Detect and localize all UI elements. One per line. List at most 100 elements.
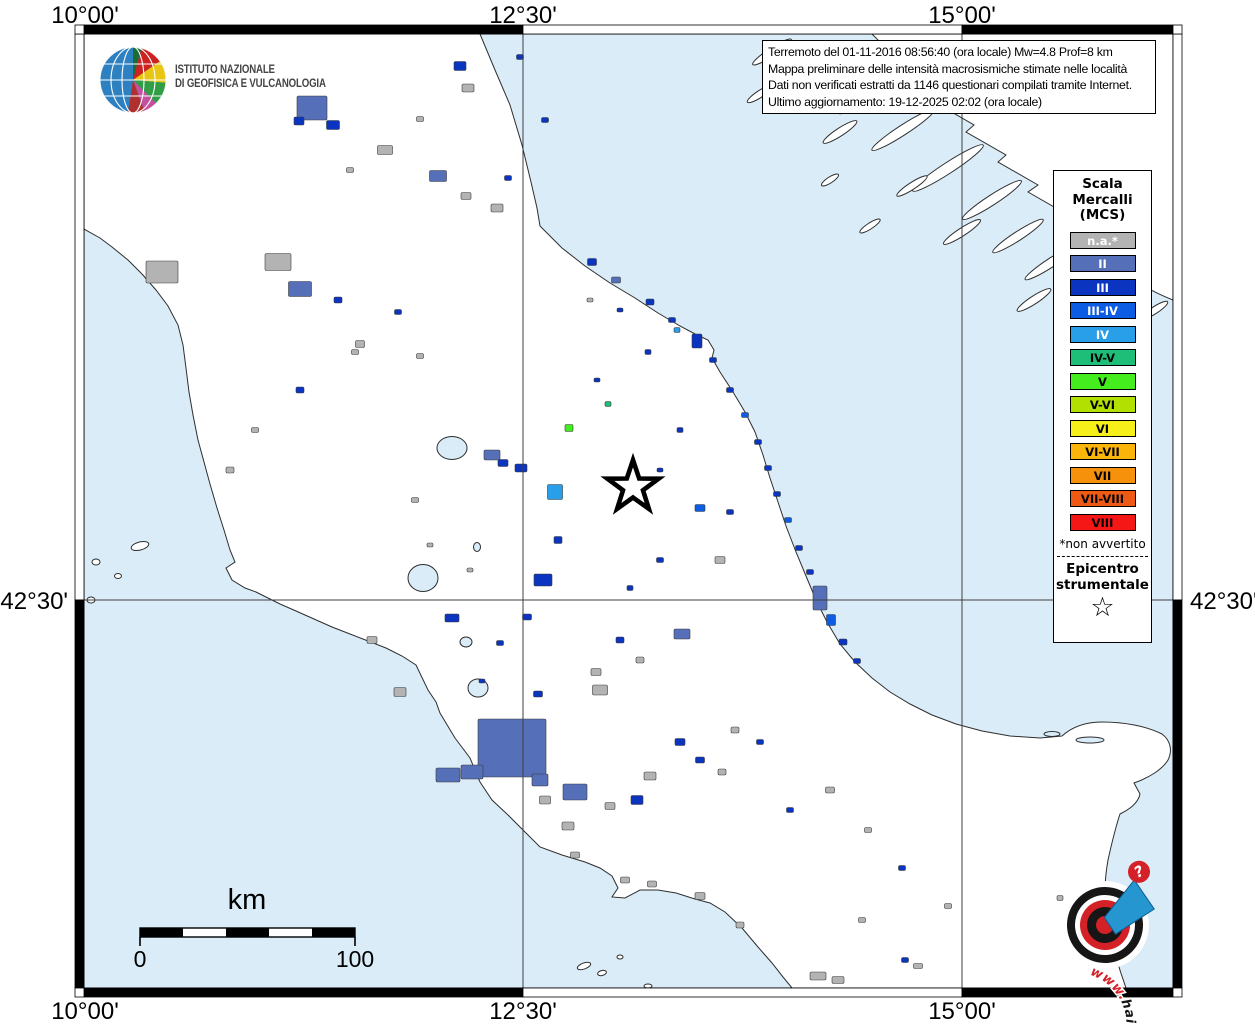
intensity-marker-na	[145, 260, 179, 284]
island	[91, 558, 101, 566]
intensity-marker-III	[553, 536, 563, 544]
legend-title-3: (MCS)	[1079, 207, 1126, 223]
island	[992, 218, 1044, 254]
island	[130, 540, 150, 552]
intensity-marker-na	[426, 542, 434, 548]
intensity-marker-III	[773, 491, 781, 497]
island	[822, 120, 858, 144]
intensity-marker-III-IV	[784, 517, 792, 523]
axis-label-bottom-15: 15°00'	[928, 998, 996, 1024]
intensity-marker-III	[496, 640, 504, 646]
intensity-marker-na	[735, 921, 745, 929]
intensity-marker-II	[531, 773, 549, 787]
intensity-marker-na	[366, 636, 378, 644]
legend-item-VII-VIII: VII-VIII	[1069, 490, 1136, 507]
info-line-map: Mappa preliminare delle intensità macros…	[768, 61, 1128, 76]
ingv-line2: DI GEOFISICA E VULCANOLOGIA	[175, 78, 326, 90]
legend-star-icon: ☆	[1090, 592, 1115, 623]
intensity-marker-III	[295, 386, 305, 394]
intensity-marker-na	[586, 297, 594, 303]
island	[576, 961, 592, 971]
intensity-marker-na	[561, 821, 575, 831]
intensity-marker-na	[539, 795, 551, 805]
legend-item-VIII: VIII	[1069, 513, 1136, 531]
intensity-marker-III	[616, 307, 624, 313]
intensity-marker-na	[590, 668, 602, 676]
island	[114, 573, 122, 579]
intensity-marker-III	[516, 54, 524, 60]
intensity-marker-III	[806, 569, 814, 575]
map-interior	[84, 34, 1173, 988]
scalebar-end: 100	[335, 946, 375, 972]
intensity-marker-III	[726, 387, 734, 393]
intensity-marker-II	[611, 276, 621, 284]
intensity-marker-V	[564, 424, 574, 432]
legend-epicenter-label-2: strumentale	[1056, 577, 1149, 593]
island	[820, 173, 840, 187]
intensity-marker-na	[251, 427, 259, 433]
legend-item-IV-V: IV-V	[1069, 349, 1136, 366]
intensity-marker-na	[466, 567, 474, 573]
lakes	[407, 436, 1105, 744]
island	[616, 954, 624, 960]
intensity-marker-III	[293, 116, 305, 126]
intensity-marker-na	[416, 353, 424, 359]
ingv-wordmark: ISTITUTO NAZIONALE DI GEOFISICA E VULCAN…	[175, 63, 326, 91]
intensity-marker-na	[460, 192, 472, 200]
intensity-marker-II	[460, 764, 484, 780]
intensity-marker-III	[478, 678, 486, 684]
legend-item-VI-VII: VI-VII	[1069, 443, 1136, 460]
intensity-marker-na	[694, 892, 706, 900]
info-line-event: Terremoto del 01-11-2016 08:56:40 (ora l…	[768, 45, 1113, 59]
intensity-marker-na	[944, 903, 952, 909]
island	[896, 175, 928, 197]
legend-title-1: Scala	[1082, 176, 1123, 192]
island	[859, 218, 881, 234]
lake	[473, 542, 481, 552]
intensity-marker-III	[695, 756, 705, 764]
italy-landmass	[84, 34, 1171, 988]
intensity-marker-na	[717, 768, 727, 776]
intensity-marker-III	[668, 317, 676, 323]
axis-label-bottom-1230: 12°30'	[489, 998, 557, 1024]
brand-terremoto: terremoto.it	[1007, 1006, 1097, 1024]
intensity-marker-na	[825, 786, 835, 794]
legend-title-2: Mercalli	[1072, 191, 1133, 208]
intensity-marker-na	[858, 917, 866, 923]
intensity-marker-III	[541, 117, 549, 123]
axis-label-top-10: 10°00'	[51, 2, 119, 29]
intensity-marker-III	[497, 459, 509, 467]
intensity-marker-IV	[547, 484, 563, 500]
legend-box: Scala Mercalli (MCS) n.a.* II III III-IV IV I…	[1053, 170, 1152, 643]
scalebar-start: 0	[133, 946, 147, 972]
intensity-marker-III	[326, 120, 340, 130]
intensity-marker-IV	[673, 327, 681, 333]
intensity-marker-na	[809, 971, 827, 981]
intensity-marker-II	[673, 628, 691, 640]
megaphone-icon	[1103, 879, 1155, 935]
intensity-marker-III	[593, 377, 601, 383]
intensity-marker-na	[831, 976, 845, 984]
scalebar-unit: km	[227, 884, 267, 916]
map-frame	[74, 24, 1183, 998]
intensity-marker-III-IV	[741, 412, 749, 418]
intensity-marker-III	[674, 738, 686, 746]
intensity-marker-IV-V	[604, 401, 612, 407]
intensity-marker-na	[570, 851, 580, 859]
intensity-marker-na	[225, 466, 235, 474]
intensity-marker-na	[351, 349, 359, 355]
intensity-marker-na	[913, 963, 923, 969]
lake	[436, 436, 468, 460]
intensity-marker-na	[864, 827, 872, 833]
legend-item-VI: VI	[1069, 419, 1136, 437]
legend-footnote: *non avvertito	[1059, 537, 1146, 551]
intensity-marker-III	[587, 258, 597, 266]
intensity-marker-II	[429, 170, 447, 182]
intensity-marker-III	[709, 357, 717, 363]
info-line-updated: Ultimo aggiornamento: 19-12-2025 02:02 (…	[768, 94, 1042, 109]
intensity-marker-na	[714, 556, 726, 564]
ingv-line1: ISTITUTO NAZIONALE	[175, 64, 275, 76]
axis-label-top-15: 15°00'	[928, 2, 996, 29]
